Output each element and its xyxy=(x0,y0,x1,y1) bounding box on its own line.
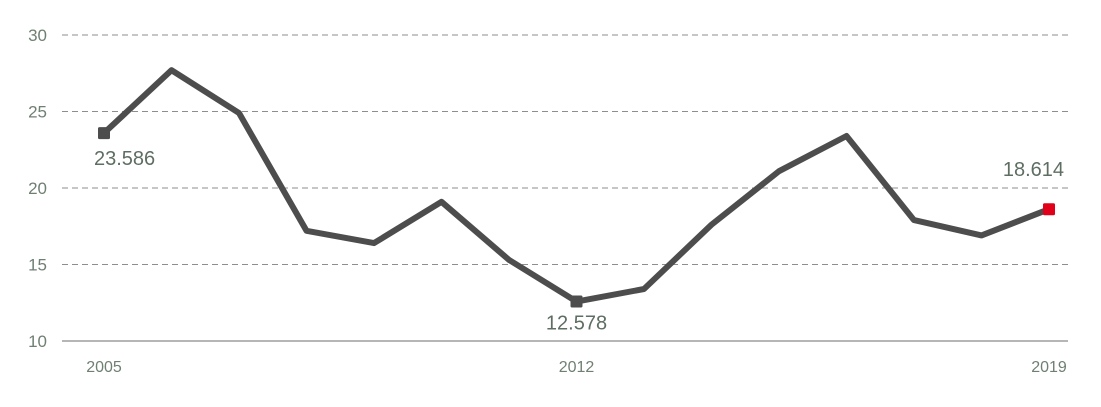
y-tick-label-25: 25 xyxy=(28,103,47,122)
point-marker-2005 xyxy=(98,127,110,140)
y-tick-label-20: 20 xyxy=(28,179,47,198)
data-label-2005: 23.586 xyxy=(94,148,155,170)
grid xyxy=(62,34,1068,342)
y-tick-label-30: 30 xyxy=(28,26,47,45)
point-markers xyxy=(98,127,1055,308)
y-tick-label-15: 15 xyxy=(28,256,47,275)
x-axis-ticks: 2005 2012 2019 xyxy=(86,359,1067,376)
data-label-2012: 12.578 xyxy=(546,313,607,335)
data-label-2019: 18.614 xyxy=(1003,159,1064,181)
series-line xyxy=(101,67,1052,305)
x-tick-label-2012: 2012 xyxy=(559,359,595,376)
data-labels: 23.586 12.578 18.614 xyxy=(94,148,1064,334)
x-tick-label-2019: 2019 xyxy=(1031,359,1067,376)
point-marker-2012 xyxy=(570,295,583,308)
y-tick-label-10: 10 xyxy=(28,332,47,351)
y-axis-ticks: 10 15 20 25 30 xyxy=(28,26,47,351)
x-tick-label-2005: 2005 xyxy=(86,359,122,376)
point-marker-2019 xyxy=(1043,203,1055,216)
